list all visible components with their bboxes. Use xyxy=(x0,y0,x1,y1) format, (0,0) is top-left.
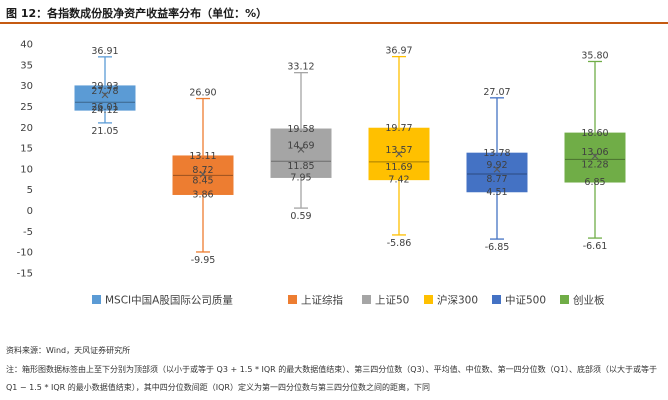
box-plot-chart: 40 35 30 25 20 15 10 5 0 -5 -10 -15 36.91 29.9327.78… xyxy=(17,40,626,307)
data-label: 4.51 xyxy=(486,187,507,198)
legend-label: 中证500 xyxy=(505,294,546,307)
legend-label: 沪深300 xyxy=(437,294,478,307)
y-tick-label: 20 xyxy=(20,123,33,134)
y-tick-label: 15 xyxy=(20,144,33,155)
y-tick-label: 25 xyxy=(20,102,33,113)
legend: MSCI中国A股国际公司质量 上证综指 上证50 沪深300 中证500 创业板 xyxy=(92,294,605,307)
data-label: 35.80 xyxy=(581,50,608,61)
mean-marker xyxy=(199,170,207,178)
legend-label: 上证50 xyxy=(375,295,409,307)
data-label: 13.57 xyxy=(385,145,412,156)
data-label: -5.86 xyxy=(387,238,412,249)
data-label: 8.77 xyxy=(486,174,507,185)
box-3: 33.12 19.58 14.69 11.857.95 0.59 xyxy=(270,62,332,222)
legend-item-2: 上证综指 xyxy=(288,294,343,307)
y-tick-label: 10 xyxy=(20,164,33,175)
y-tick-label: 40 xyxy=(20,40,33,51)
legend-item-3: 上证50 xyxy=(362,295,409,307)
data-label: 27.07 xyxy=(483,87,510,98)
data-label: 36.91 xyxy=(91,46,118,57)
y-tick-label: -10 xyxy=(17,248,33,259)
data-label: -6.61 xyxy=(583,241,608,252)
data-label: 33.12 xyxy=(287,62,314,73)
legend-swatch xyxy=(424,295,433,304)
source-note: 资料来源：Wind，天风证券研究所 xyxy=(6,346,131,355)
data-label: 7.42 xyxy=(388,175,409,186)
legend-item-5: 中证500 xyxy=(492,294,546,307)
legend-item-4: 沪深300 xyxy=(424,294,478,307)
data-label: 14.69 xyxy=(287,140,314,151)
legend-swatch xyxy=(560,295,569,304)
data-label: 21.05 xyxy=(91,126,118,137)
data-label: 13.78 xyxy=(483,148,510,159)
legend-label: 创业板 xyxy=(573,294,605,307)
legend-label: 上证综指 xyxy=(301,294,343,307)
data-label: 36.97 xyxy=(385,46,412,57)
box-body xyxy=(172,155,234,195)
figure-title: 图 12：各指数成份股净资产收益率分布（单位：%） xyxy=(6,7,268,20)
data-label: 19.58 xyxy=(287,124,314,135)
data-label: 7.95 xyxy=(290,172,311,183)
mean-marker xyxy=(297,145,305,153)
legend-item-6: 创业板 xyxy=(560,294,605,307)
data-label: 3.86 xyxy=(192,189,213,200)
y-axis: 40 35 30 25 20 15 10 5 0 -5 -10 -15 xyxy=(17,40,33,280)
data-label: 26.90 xyxy=(189,88,216,99)
data-label: 8.72 xyxy=(192,165,213,176)
box-body xyxy=(466,152,528,193)
y-tick-label: 5 xyxy=(27,185,33,196)
data-label: 24.12 xyxy=(91,105,118,116)
data-label: 19.77 xyxy=(385,123,412,134)
y-tick-label: 35 xyxy=(20,60,33,71)
data-label: 26.01 xyxy=(91,102,118,113)
mean-marker xyxy=(591,152,599,160)
box-body xyxy=(270,128,332,178)
mean-marker xyxy=(395,150,403,158)
data-label: 0.59 xyxy=(290,211,311,222)
data-label: 13.06 xyxy=(581,147,608,158)
data-label: 29.93 xyxy=(91,81,118,92)
data-label: 18.60 xyxy=(581,128,608,139)
y-tick-label: 0 xyxy=(27,206,33,217)
data-label: -6.85 xyxy=(485,242,510,253)
data-label: 6.85 xyxy=(584,177,605,188)
data-label: 13.11 xyxy=(189,151,216,162)
legend-swatch xyxy=(92,295,101,304)
data-label: 8.45 xyxy=(192,175,213,186)
data-label: 11.69 xyxy=(385,162,412,173)
y-tick-label: -15 xyxy=(17,269,33,280)
box-4: 36.97 19.77 13.57 11.69 7.42 -5.86 xyxy=(368,46,430,249)
footnote: 注：箱形图数据标签由上至下分别为顶部须（以小于或等于 Q3 + 1.5 * IQ… xyxy=(6,365,658,392)
legend-swatch xyxy=(362,295,371,304)
data-label: 11.85 xyxy=(287,161,314,172)
data-label: 12.28 xyxy=(581,159,608,170)
legend-label: MSCI中国A股国际公司质量 xyxy=(105,294,233,307)
box-2: 26.90 13.11 8.728.45 3.86 -9.95 xyxy=(172,88,234,266)
box-body xyxy=(74,85,136,111)
legend-swatch xyxy=(492,295,501,304)
data-label: -9.95 xyxy=(191,255,216,266)
legend-item-1: MSCI中国A股国际公司质量 xyxy=(92,294,233,307)
data-label: 9.92 xyxy=(486,160,507,171)
y-tick-label: -5 xyxy=(23,227,33,238)
box-body xyxy=(564,132,626,183)
y-tick-label: 30 xyxy=(20,81,33,92)
mean-marker xyxy=(101,91,109,99)
mean-marker xyxy=(493,165,501,173)
title-divider xyxy=(0,22,668,24)
data-label: 27.78 xyxy=(91,86,118,97)
legend-swatch xyxy=(288,295,297,304)
box-5: 27.07 13.789.92 8.77 4.51 -6.85 xyxy=(466,87,528,253)
